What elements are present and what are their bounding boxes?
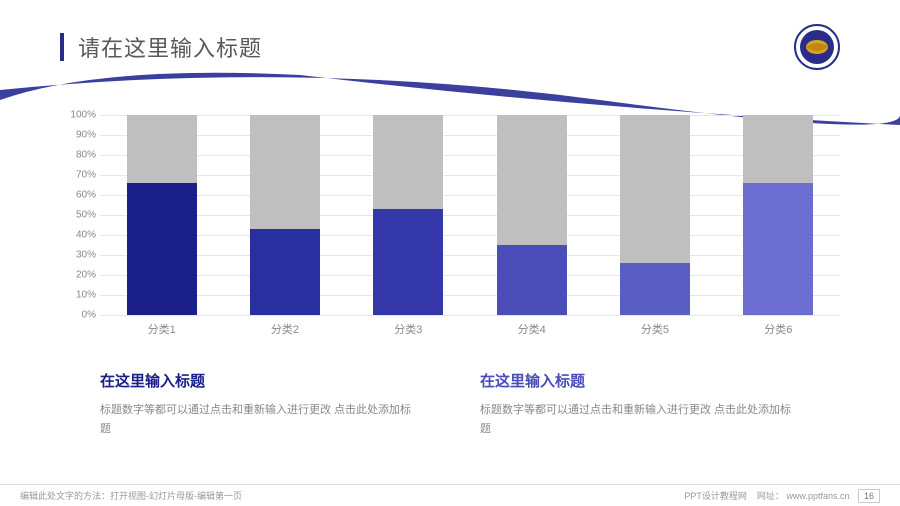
x-axis-label: 分类6 [717,321,840,337]
bar-value-segment [497,245,567,315]
x-axis-label: 分类2 [223,321,346,337]
title-accent-bar [60,33,64,61]
title-left: 请在这里输入标题 [60,31,262,63]
title-row: 请在这里输入标题 [60,24,840,70]
y-tick-label: 70% [76,170,96,181]
bar-value-segment [743,183,813,315]
x-axis-label: 分类5 [593,321,716,337]
bar-column [100,115,223,315]
footer-site-label: PPT设计教程网 [684,491,747,501]
bar-remainder-segment [250,115,320,229]
y-tick-label: 100% [70,110,96,121]
y-tick-label: 30% [76,250,96,261]
subsection-1-body: 标题数字等都可以通过点击和重新输入进行更改 点击此处添加标题 [100,401,420,438]
grid-line [100,315,840,316]
bar-column [347,115,470,315]
y-tick-label: 80% [76,150,96,161]
subsection-1: 在这里输入标题 标题数字等都可以通过点击和重新输入进行更改 点击此处添加标题 [100,370,420,438]
bar-column [223,115,346,315]
y-tick-label: 10% [76,290,96,301]
chart-bars [100,115,840,315]
footer-url-label: 网址： [757,491,784,501]
footer-left-text: 编辑此处文字的方法：打开视图-幻灯片母版-编辑第一页 [20,489,242,502]
x-axis-labels: 分类1分类2分类3分类4分类5分类6 [100,321,840,337]
bar-stack [127,115,197,315]
page-number: 16 [858,489,880,503]
bar-stack [743,115,813,315]
bar-stack [373,115,443,315]
bar-stack [250,115,320,315]
x-axis-label: 分类3 [347,321,470,337]
bar-column [470,115,593,315]
logo-icon [794,24,840,70]
y-tick-label: 50% [76,210,96,221]
bar-value-segment [620,263,690,315]
footer-right: PPT设计教程网 网址： www.pptfans.cn 16 [684,489,880,503]
footer: 编辑此处文字的方法：打开视图-幻灯片母版-编辑第一页 PPT设计教程网 网址： … [0,484,900,506]
bar-stack [620,115,690,315]
bar-remainder-segment [127,115,197,183]
bar-chart: 0%10%20%30%40%50%60%70%80%90%100% 分类1分类2… [60,115,840,345]
x-axis-label: 分类1 [100,321,223,337]
bar-column [717,115,840,315]
bar-stack [497,115,567,315]
bar-value-segment [373,209,443,315]
x-axis-label: 分类4 [470,321,593,337]
page-title: 请在这里输入标题 [78,31,262,63]
bar-remainder-segment [497,115,567,245]
bar-column [593,115,716,315]
bar-remainder-segment [373,115,443,209]
y-tick-label: 60% [76,190,96,201]
footer-url: www.pptfans.cn [786,491,849,501]
y-tick-label: 90% [76,130,96,141]
subsection-2-title: 在这里输入标题 [480,370,800,391]
bar-value-segment [250,229,320,315]
y-tick-label: 40% [76,230,96,241]
subsections: 在这里输入标题 标题数字等都可以通过点击和重新输入进行更改 点击此处添加标题 在… [100,370,800,438]
subsection-2-body: 标题数字等都可以通过点击和重新输入进行更改 点击此处添加标题 [480,401,800,438]
y-tick-label: 20% [76,270,96,281]
subsection-1-title: 在这里输入标题 [100,370,420,391]
y-tick-label: 0% [82,310,96,321]
slide-page: 请在这里输入标题 0% 10% 20% 30% 40% 50% 60% 70% 80% 90% 10… [0,0,900,506]
y-axis: 0%10%20%30%40%50%60%70%80%90%100% [60,115,100,315]
subsection-2: 在这里输入标题 标题数字等都可以通过点击和重新输入进行更改 点击此处添加标题 [480,370,800,438]
bar-remainder-segment [620,115,690,263]
bar-value-segment [127,183,197,315]
chart-plot-area: 0%10%20%30%40%50%60%70%80%90%100% [60,115,840,315]
bar-remainder-segment [743,115,813,183]
